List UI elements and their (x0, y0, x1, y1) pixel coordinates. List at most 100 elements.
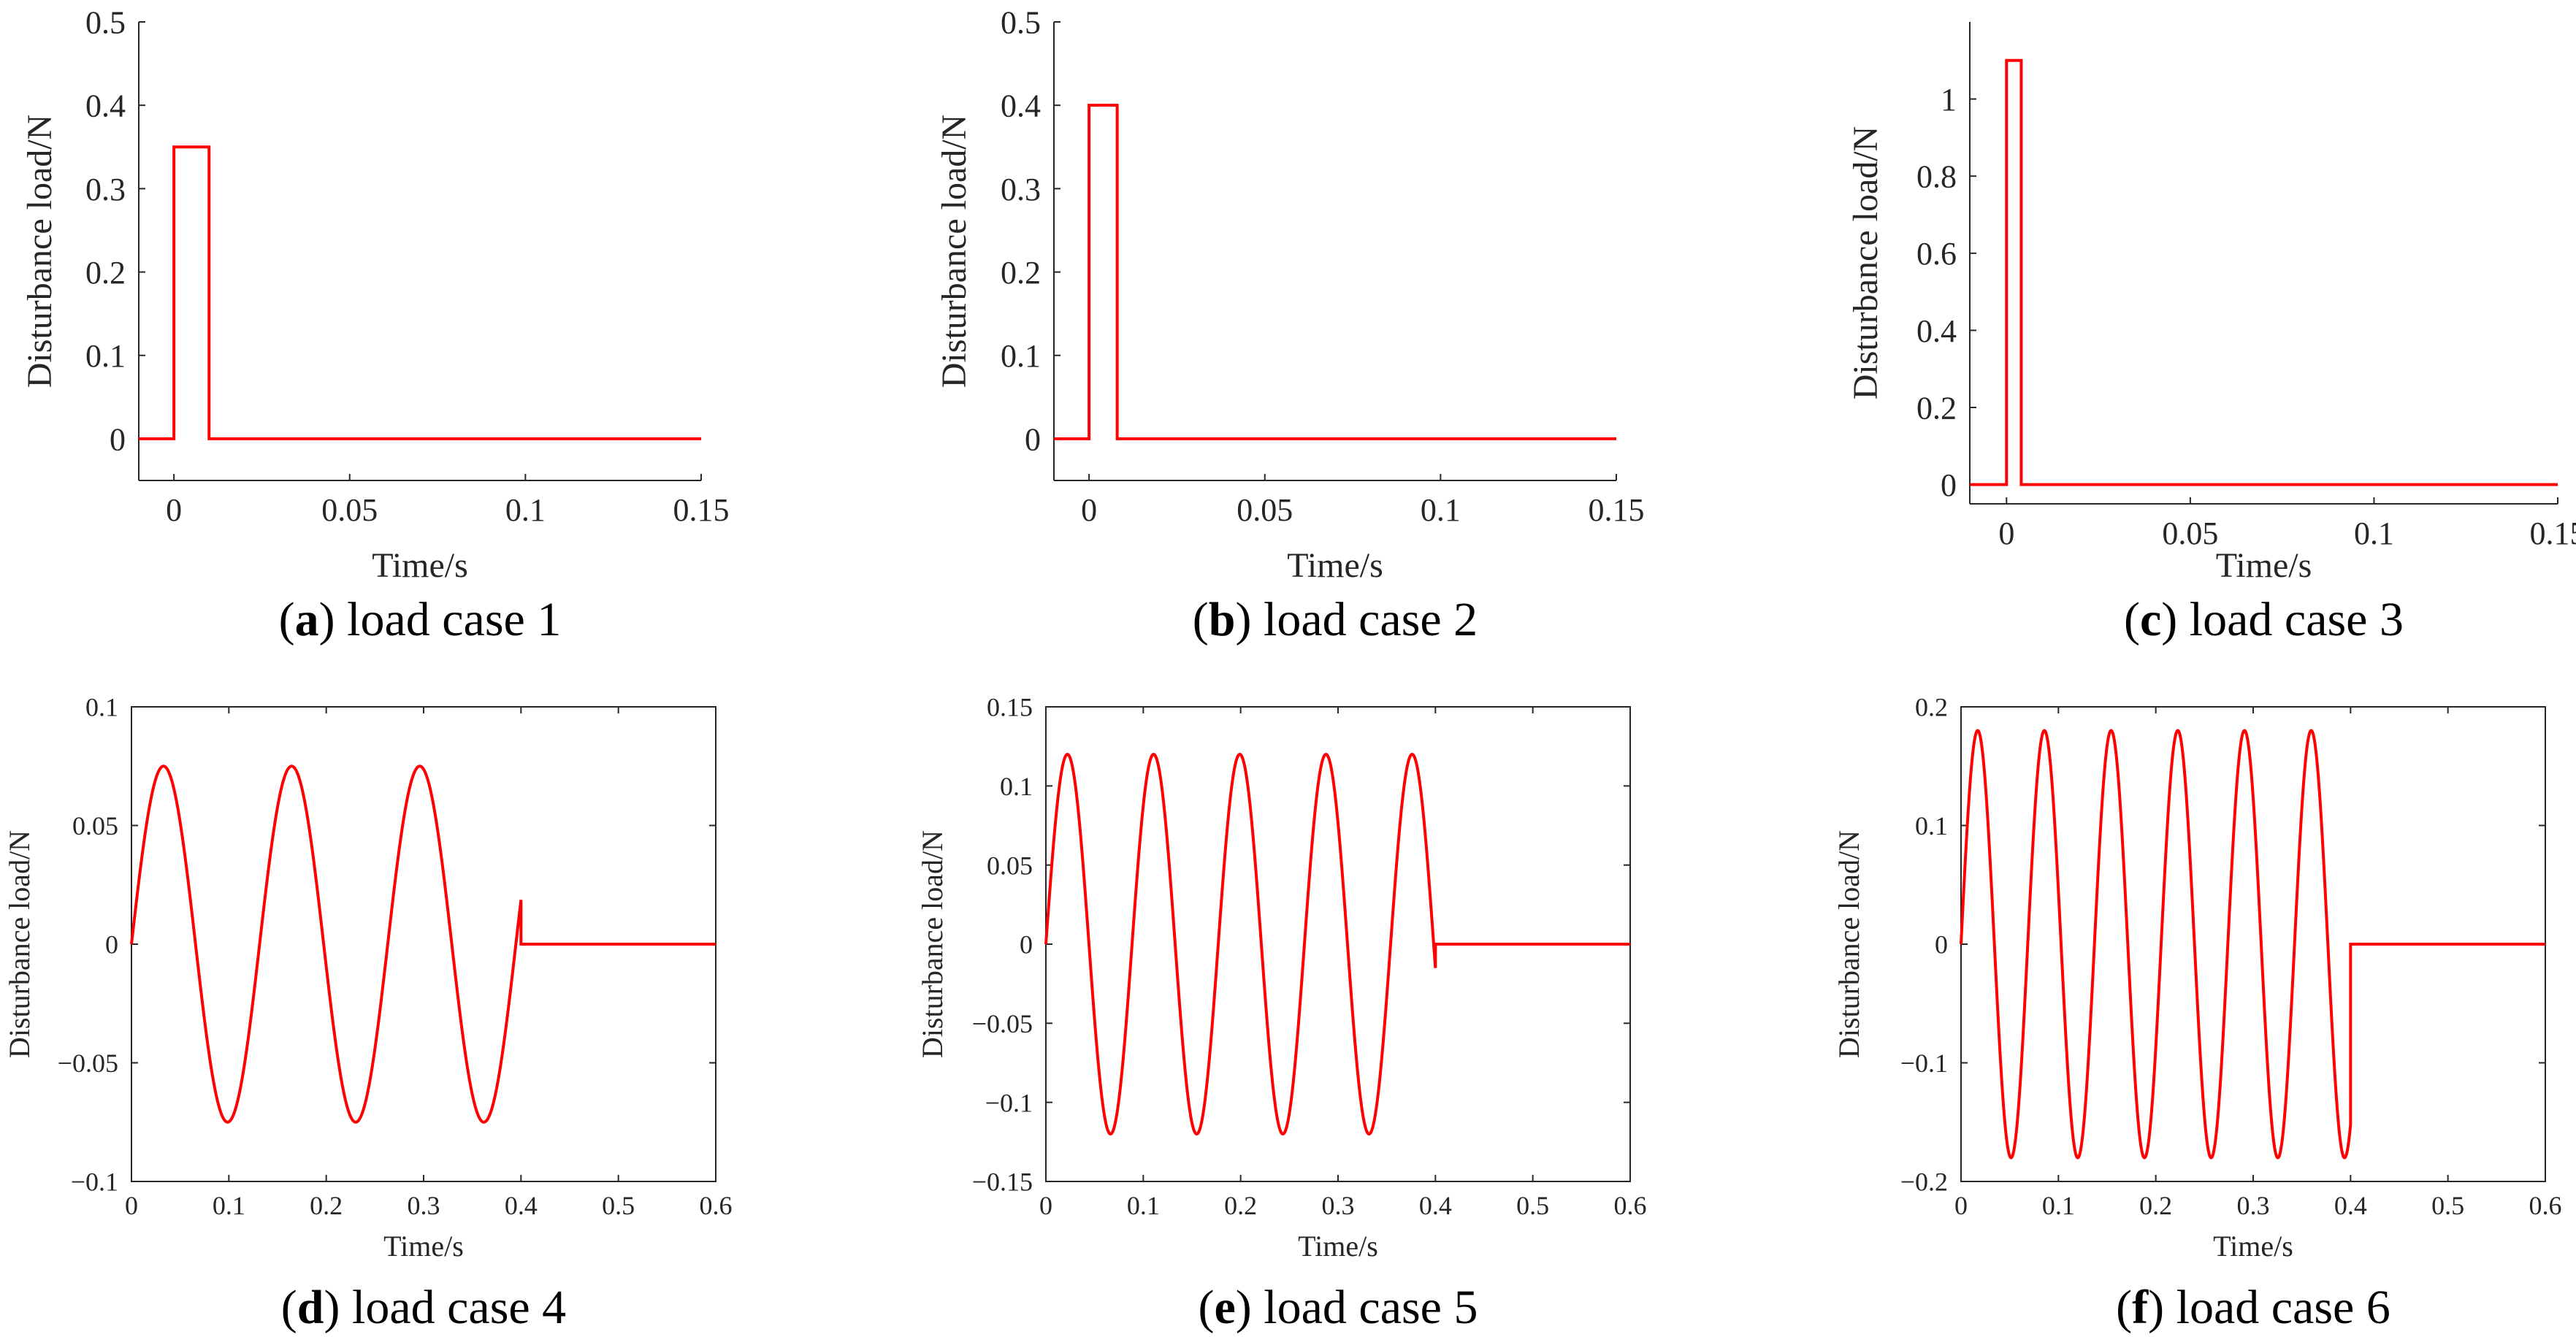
panel-caption: (f) load case 6 (2116, 1281, 2390, 1334)
y-tick-label: −0.15 (972, 1168, 1033, 1197)
y-tick-label: 0.2 (1001, 255, 1041, 291)
y-axis-label: Disturbance load/N (916, 830, 949, 1058)
x-tick-label: 0.05 (1237, 492, 1293, 528)
x-axis-label: Time/s (1287, 546, 1383, 585)
series-line-disturbance (130, 765, 716, 1124)
chart-panel-a: 0 0.05 0.1 0.15 0 0.1 0.2 0.3 0.4 0.5 Time/s Distur… (20, 4, 730, 646)
x-tick-label: 0.5 (2431, 1191, 2464, 1220)
y-axis-label: Disturbance load/N (1846, 126, 1885, 400)
chart-panel-b: 0 0.05 0.1 0.15 0 0.1 0.2 0.3 0.4 0.5 Time/s Distur… (935, 4, 1645, 646)
caption-text: ) load case 4 (324, 1281, 567, 1334)
x-tick-label: 0.15 (2530, 516, 2576, 551)
panel-caption: (d) load case 4 (281, 1281, 566, 1334)
x-tick-label: 0 (1081, 492, 1097, 528)
x-tick-label: 0.3 (2237, 1191, 2270, 1220)
x-tick-label: 0.1 (2354, 516, 2394, 551)
y-tick-label: 0.5 (1001, 4, 1041, 40)
y-tick-label: 0.05 (987, 851, 1033, 880)
y-tick-label: 0.3 (85, 172, 126, 207)
caption-text: ) load case 6 (2148, 1281, 2390, 1334)
x-tick-label: 0.5 (1516, 1191, 1549, 1220)
y-tick-label: 0.05 (72, 811, 118, 840)
y-tick-label: 0.4 (1916, 313, 1957, 349)
x-tick-label: 0 (1998, 516, 2014, 551)
y-tick-label: 0.15 (987, 693, 1033, 722)
x-axis-label: Time/s (372, 546, 468, 585)
panel-caption: (e) load case 5 (1199, 1281, 1478, 1334)
x-tick-label: 0.4 (505, 1191, 538, 1220)
x-tick-label: 0.2 (2139, 1191, 2172, 1220)
y-tick-label: −0.1 (1900, 1049, 1948, 1078)
x-tick-label: 0.1 (1421, 492, 1461, 528)
y-tick-label: −0.05 (972, 1009, 1033, 1038)
caption-open-paren: ( (281, 1281, 297, 1334)
y-tick-label: 0.4 (1001, 88, 1041, 124)
panel-caption: (a) load case 1 (279, 593, 562, 646)
caption-letter: a (295, 593, 319, 646)
y-tick-label: −0.05 (58, 1049, 118, 1078)
y-tick-label: 0 (105, 930, 118, 959)
panel-caption: (c) load case 3 (2124, 593, 2404, 646)
x-tick-label: 0.1 (2042, 1191, 2075, 1220)
caption-text: ) load case 2 (1236, 593, 1478, 646)
y-tick-label: 0 (1020, 930, 1033, 959)
x-tick-label: 0.05 (321, 492, 378, 528)
caption-open-paren: ( (1193, 593, 1209, 646)
y-tick-label: 0 (1935, 930, 1948, 959)
x-tick-label: 0 (1039, 1191, 1052, 1220)
x-tick-label: 0.05 (2162, 516, 2218, 551)
chart-panel-e: 0 0.1 0.2 0.3 0.4 0.5 0.6 −0.15 −0.1 −0.05 0 0.05 0.… (916, 693, 1647, 1334)
x-tick-label: 0.5 (602, 1191, 635, 1220)
x-tick-label: 0.3 (408, 1191, 440, 1220)
y-tick-label: 0.1 (85, 338, 126, 374)
series-line-disturbance (1960, 729, 2545, 1160)
y-tick-label: 0.2 (1915, 693, 1948, 722)
y-axis-label: Disturbance load/N (1832, 830, 1865, 1058)
y-axis-label: Disturbance load/N (20, 115, 59, 388)
x-axis-label: Time/s (2213, 1230, 2293, 1263)
x-axis-label: Time/s (383, 1230, 464, 1263)
x-tick-label: 0.1 (1127, 1191, 1160, 1220)
y-tick-label: −0.2 (1900, 1168, 1948, 1197)
caption-letter: d (297, 1281, 324, 1334)
x-tick-label: 0.3 (1322, 1191, 1355, 1220)
caption-open-paren: ( (1199, 1281, 1215, 1334)
caption-letter: e (1215, 1281, 1236, 1334)
y-tick-label: 0.8 (1916, 159, 1957, 195)
x-tick-label: 0 (1954, 1191, 1968, 1220)
series-line-disturbance (139, 145, 701, 440)
caption-open-paren: ( (279, 593, 295, 646)
y-tick-label: 0.1 (1000, 772, 1033, 801)
caption-letter: c (2140, 593, 2161, 646)
x-tick-label: 0.15 (1589, 492, 1645, 528)
y-tick-label: 0.3 (1001, 172, 1041, 207)
x-tick-label: 0.2 (310, 1191, 343, 1220)
caption-letter: f (2132, 1281, 2149, 1334)
chart-panel-c: 0 0.05 0.1 0.15 0 0.2 0.4 0.6 0.8 1 Time/s Disturba… (1846, 22, 2576, 646)
y-tick-label: −0.1 (985, 1088, 1033, 1117)
y-tick-label: 0.6 (1916, 236, 1957, 272)
y-tick-label: 0.2 (1916, 390, 1957, 426)
series-line-disturbance (1054, 104, 1616, 440)
y-axis-label: Disturbance load/N (3, 830, 36, 1058)
y-tick-label: 0.5 (85, 4, 126, 40)
y-tick-label: 0.1 (1915, 811, 1948, 840)
x-tick-label: 0.6 (700, 1191, 733, 1220)
x-tick-label: 0.2 (1224, 1191, 1257, 1220)
y-tick-label: 0.1 (85, 693, 118, 722)
y-axis-label: Disturbance load/N (935, 115, 974, 388)
y-tick-label: 0 (110, 421, 126, 457)
x-tick-label: 0.1 (505, 492, 546, 528)
chart-panel-d: 0 0.1 0.2 0.3 0.4 0.5 0.6 −0.1 −0.05 0 0.05 0.1 Time… (3, 693, 733, 1334)
y-tick-label: 0.4 (85, 88, 126, 124)
y-tick-label: 1 (1941, 82, 1957, 118)
chart-panel-f: 0 0.1 0.2 0.3 0.4 0.5 0.6 −0.2 −0.1 0 0.1 0.2 Time/s… (1832, 693, 2562, 1334)
series-line-disturbance (1044, 753, 1630, 1135)
panel-caption: (b) load case 2 (1193, 593, 1478, 646)
y-tick-label: 0.2 (85, 255, 126, 291)
y-tick-label: −0.1 (71, 1168, 118, 1197)
caption-letter: b (1209, 593, 1236, 646)
x-tick-label: 0.4 (2334, 1191, 2367, 1220)
